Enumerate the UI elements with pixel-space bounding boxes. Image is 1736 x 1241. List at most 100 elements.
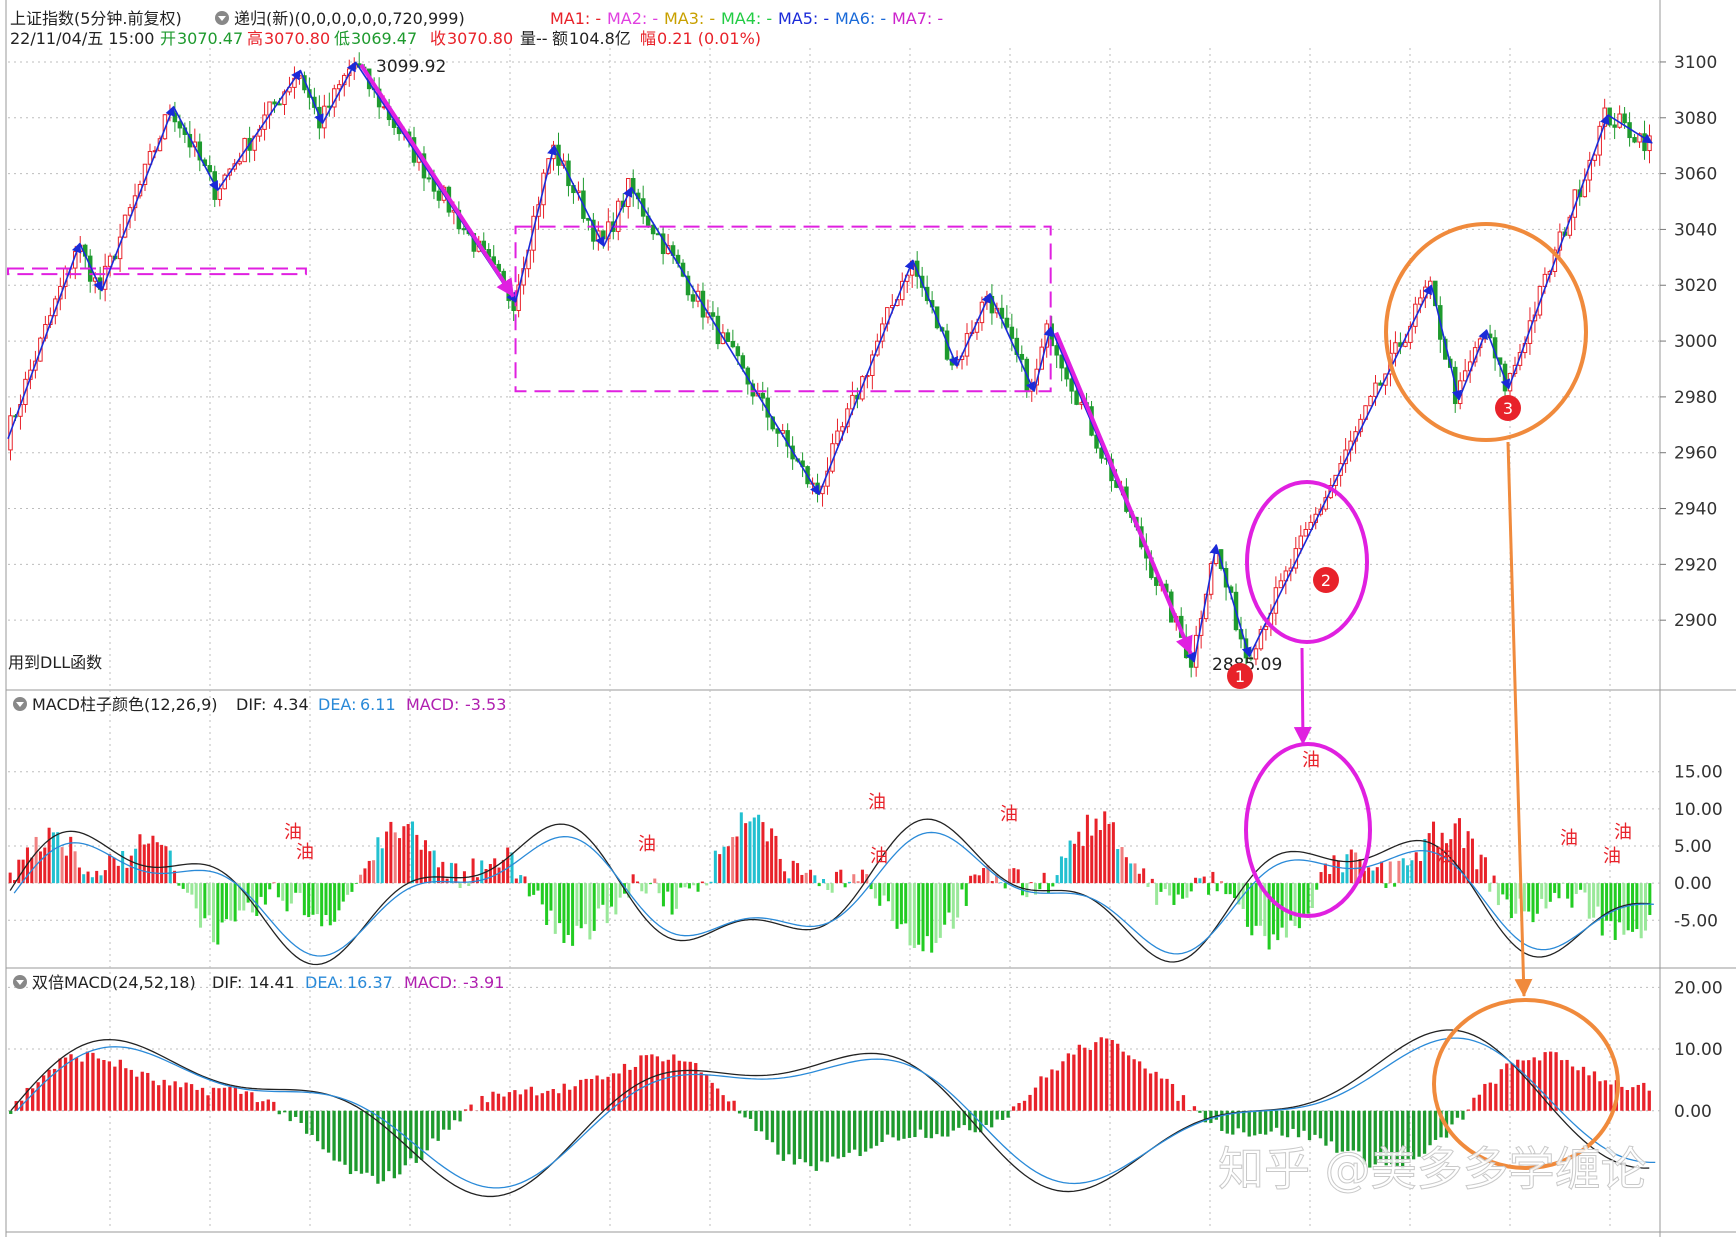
ma-legend-item: MA5: - bbox=[778, 9, 829, 28]
candle-body bbox=[760, 392, 765, 399]
oil-label: 油 bbox=[296, 842, 314, 863]
double-macd-dif-line bbox=[10, 1029, 1650, 1198]
oil-label: 油 bbox=[1302, 750, 1320, 771]
macd-dea-value: 6.11 bbox=[360, 695, 396, 714]
candle-body bbox=[1647, 135, 1652, 152]
price-tick-label: 2960 bbox=[1674, 444, 1717, 464]
candle-body bbox=[835, 430, 840, 445]
double-macd-tick-label: 0.00 bbox=[1674, 1102, 1712, 1122]
zigzag-segment bbox=[1033, 326, 1054, 392]
candle-body bbox=[1074, 390, 1079, 405]
macd-macd-value: -3.53 bbox=[465, 695, 506, 714]
high-point-label: 3099.92 bbox=[376, 57, 446, 77]
candle-body bbox=[197, 141, 203, 161]
zigzag-segment bbox=[172, 106, 219, 192]
high-label: 高 bbox=[247, 29, 263, 48]
candle-body bbox=[217, 188, 222, 200]
candle-body bbox=[1019, 353, 1025, 360]
candle-body bbox=[591, 219, 596, 242]
downtrend-arrow bbox=[1054, 331, 1193, 655]
candle-body bbox=[282, 91, 287, 105]
header-row-1: 上证指数(5分钟.前复权) 递归(新)(0,0,0,0,0,0,720,999)… bbox=[10, 9, 943, 28]
macd-dea-label: DEA: bbox=[318, 695, 356, 714]
candle-body bbox=[172, 112, 178, 123]
orange-highlight-circle bbox=[1432, 998, 1620, 1170]
double-macd-panel[interactable] bbox=[9, 1029, 1656, 1198]
candle-body bbox=[1298, 535, 1304, 550]
candle-body bbox=[297, 75, 302, 79]
candle-body bbox=[840, 426, 845, 432]
zigzag-segment bbox=[514, 144, 557, 303]
candle-body bbox=[690, 294, 696, 302]
annotations bbox=[1244, 222, 1620, 1170]
high-value: 3070.80 bbox=[264, 29, 330, 48]
zigzag-segment bbox=[1215, 544, 1252, 658]
zigzag-segment bbox=[630, 187, 820, 496]
macd-dif-label: DIF: bbox=[236, 695, 266, 714]
chart-title: 上证指数(5分钟.前复权) bbox=[10, 9, 182, 28]
candle-body bbox=[949, 358, 955, 366]
price-tick-label: 2980 bbox=[1674, 388, 1717, 408]
header-row-2: 22/11/04/五 15:00 开 3070.47 高 3070.80 低 3… bbox=[10, 29, 761, 48]
price-tick-label: 3100 bbox=[1674, 53, 1717, 73]
candle-body bbox=[1418, 297, 1423, 305]
price-tick-label: 2900 bbox=[1674, 611, 1717, 631]
candle-body bbox=[1004, 317, 1010, 328]
candle-body bbox=[1393, 342, 1398, 354]
open-label: 开 bbox=[160, 29, 176, 48]
candle-body bbox=[650, 224, 656, 235]
candle-body bbox=[630, 178, 636, 194]
price-tick-label: 3060 bbox=[1674, 165, 1717, 185]
macd-tick-label: 10.00 bbox=[1674, 800, 1723, 820]
candle-body bbox=[1054, 345, 1059, 356]
magenta-link-arrow bbox=[1293, 647, 1312, 745]
zigzag-segment bbox=[989, 293, 1035, 393]
ma-legend-item: MA7: - bbox=[892, 9, 943, 28]
candle-body bbox=[1099, 447, 1104, 459]
candle-body bbox=[127, 207, 133, 216]
macd-header: MACD柱子颜色(12,26,9) DIF: 4.34 DEA: 6.11 MA… bbox=[13, 695, 506, 714]
candle-body bbox=[1154, 577, 1159, 586]
price-tick-label: 3040 bbox=[1674, 220, 1717, 240]
zigzag-segment bbox=[7, 242, 82, 440]
open-value: 3070.47 bbox=[177, 29, 243, 48]
ma-legend-item: MA2: - bbox=[607, 9, 658, 28]
macd-dea-line bbox=[13, 831, 1654, 957]
price-tick-label: 3000 bbox=[1674, 332, 1717, 352]
change-value: 0.21 (0.01%) bbox=[657, 29, 761, 48]
candle-body bbox=[1368, 395, 1373, 407]
close-label: 收 bbox=[430, 29, 446, 48]
macd-tick-label: -5.00 bbox=[1674, 911, 1718, 931]
bar-datetime: 22/11/04/五 15:00 bbox=[10, 29, 154, 48]
zigzag-segment bbox=[1458, 328, 1488, 400]
candle-body bbox=[1263, 626, 1269, 631]
amount-value: 104.8亿 bbox=[569, 29, 631, 48]
candle-body bbox=[1278, 580, 1284, 589]
ma-legend-item: MA6: - bbox=[835, 9, 886, 28]
candle-body bbox=[107, 255, 113, 267]
candle-body bbox=[1642, 133, 1647, 152]
zigzag-segment bbox=[101, 105, 175, 292]
change-label: 幅 bbox=[640, 29, 656, 48]
candle-body bbox=[1303, 528, 1309, 537]
chevron-down-icon bbox=[16, 980, 24, 985]
double-macd-dea-value: 16.37 bbox=[347, 973, 393, 992]
candle-body bbox=[207, 165, 213, 173]
zigzag-segment bbox=[818, 259, 915, 495]
zigzag-segment bbox=[1507, 114, 1610, 389]
price-panel[interactable] bbox=[7, 52, 1653, 678]
downtrend-arrow bbox=[359, 63, 516, 298]
zigzag-segment bbox=[1607, 114, 1653, 144]
zigzag-segment bbox=[956, 292, 991, 367]
candle-body bbox=[730, 340, 736, 348]
zigzag-segment bbox=[912, 259, 959, 368]
macd-tick-label: 0.00 bbox=[1674, 874, 1712, 894]
candle-body bbox=[147, 151, 153, 165]
candle-body bbox=[1637, 133, 1642, 143]
candle-body bbox=[1248, 657, 1254, 660]
double-macd-macd-label: MACD: bbox=[404, 973, 457, 992]
oil-label: 油 bbox=[638, 834, 656, 855]
